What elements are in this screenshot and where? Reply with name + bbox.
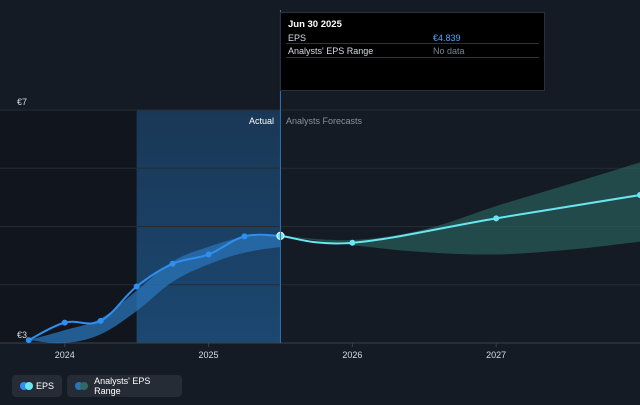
eps-line-forecast: [280, 194, 640, 245]
tooltip-eps-value: €4.839: [433, 33, 461, 43]
eps-point-forecast: [493, 215, 500, 222]
section-actual-label: Actual: [249, 116, 274, 126]
eps-point-actual: [205, 251, 212, 258]
tooltip: Jun 30 2025 EPS €4.839 Analysts' EPS Ran…: [280, 12, 545, 91]
x-tick-label: 2026: [342, 350, 362, 360]
eps-line-actual: [28, 233, 281, 341]
tooltip-range-label: Analysts' EPS Range: [288, 46, 374, 56]
tooltip-range-value: No data: [433, 46, 465, 56]
eps-point-actual: [61, 319, 68, 326]
tooltip-divider: [286, 43, 539, 44]
x-tick-label: 2024: [55, 350, 75, 360]
tooltip-row-eps: EPS €4.839: [288, 33, 537, 46]
x-tick-label: 2027: [486, 350, 506, 360]
eps-swatch-icon: [20, 382, 33, 390]
range-swatch-icon: [75, 382, 88, 390]
eps-point-actual: [97, 317, 104, 324]
tooltip-divider: [286, 57, 539, 58]
tooltip-eps-label: EPS: [288, 33, 307, 43]
section-forecast-label: Analysts Forecasts: [286, 116, 363, 126]
legend-eps-label: EPS: [35, 381, 54, 391]
eps-point-actual: [133, 283, 140, 290]
eps-point-actual: [241, 233, 248, 240]
y-tick-label: €7: [17, 97, 27, 107]
legend-range-label: Analysts' EPS Range: [94, 376, 151, 396]
tooltip-row-range: Analysts' EPS Range No data: [288, 46, 537, 59]
eps-point-actual: [25, 337, 32, 344]
legend-range[interactable]: Analysts' EPS Range: [67, 375, 182, 397]
eps-point-forecast: [637, 192, 640, 199]
eps-point-forecast: [349, 239, 356, 246]
eps-range-band-forecast: [280, 162, 640, 255]
legend-eps[interactable]: EPS: [12, 375, 62, 397]
y-tick-label: €3: [17, 330, 27, 340]
x-tick-label: 2025: [199, 350, 219, 360]
eps-range-band-actual: [28, 235, 281, 344]
tooltip-date: Jun 30 2025: [288, 19, 342, 30]
eps-point-actual: [169, 260, 176, 267]
